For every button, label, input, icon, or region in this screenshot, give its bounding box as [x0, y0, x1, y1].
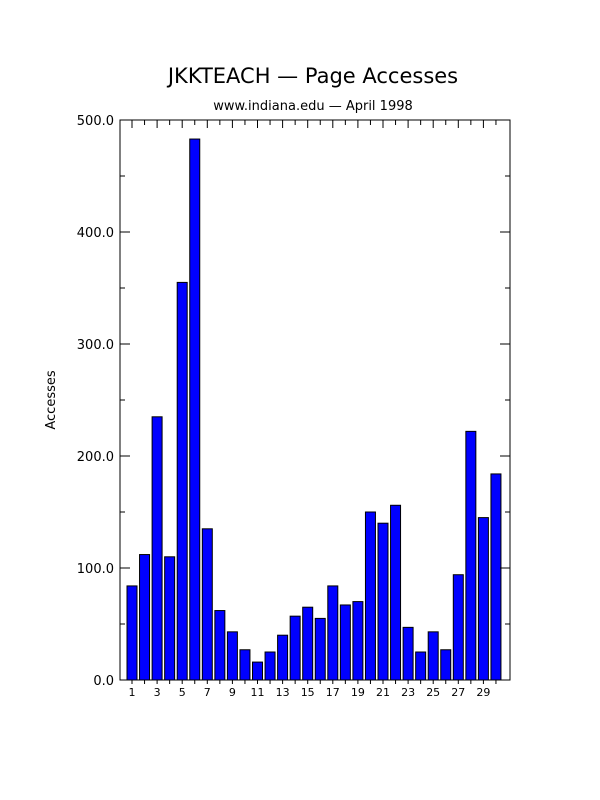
bar	[364, 511, 376, 681]
bar	[339, 604, 351, 681]
bar	[302, 606, 314, 681]
bar	[490, 473, 502, 681]
bar	[164, 556, 176, 681]
bar	[477, 517, 489, 681]
bar	[452, 574, 464, 681]
x-tick-label: 9	[229, 686, 236, 699]
chart-subtitle: www.indiana.edu — April 1998	[213, 99, 413, 114]
bar	[289, 615, 301, 681]
bar	[402, 626, 414, 681]
bar	[352, 601, 364, 681]
y-ticks-group: 0.0 100.0 200.0 300.0 400.0 500.0	[77, 114, 510, 689]
x-ticks-group: 1 3 5 7 9 11 13 15 17 19 21 23 25 27 29	[129, 120, 497, 699]
x-tick-label: 5	[179, 686, 186, 699]
x-tick-label: 15	[301, 686, 315, 699]
bar	[264, 651, 276, 681]
bar	[239, 649, 251, 681]
bar	[252, 661, 263, 681]
bar	[126, 585, 138, 681]
bar	[427, 631, 439, 681]
x-tick-label: 1	[129, 686, 136, 699]
bars-group	[126, 138, 502, 681]
y-tick-label: 400.0	[77, 226, 114, 241]
x-tick-label: 27	[451, 686, 465, 699]
x-tick-label: 13	[276, 686, 290, 699]
bar	[327, 585, 339, 681]
bar	[465, 430, 477, 681]
y-tick-label: 500.0	[77, 114, 114, 129]
bar	[176, 281, 188, 681]
bar	[377, 522, 389, 681]
bar	[189, 138, 201, 681]
y-axis-title: Accesses	[44, 370, 59, 430]
bar	[214, 610, 226, 681]
y-tick-label: 200.0	[77, 450, 114, 465]
x-tick-label: 3	[154, 686, 161, 699]
bar	[415, 651, 427, 681]
x-tick-label: 21	[376, 686, 390, 699]
x-tick-label: 7	[204, 686, 211, 699]
x-tick-label: 29	[476, 686, 490, 699]
bar	[226, 631, 238, 681]
bar	[440, 649, 452, 681]
bar	[277, 634, 289, 681]
x-tick-label: 11	[251, 686, 265, 699]
bar	[139, 554, 151, 681]
x-tick-label: 25	[426, 686, 440, 699]
y-tick-label: 300.0	[77, 338, 114, 353]
x-tick-label: 19	[351, 686, 365, 699]
bar	[151, 416, 163, 681]
x-tick-label: 23	[401, 686, 415, 699]
bar	[390, 504, 402, 681]
chart-title: JKKTEACH — Page Accesses	[166, 64, 458, 88]
bar	[201, 528, 213, 681]
y-tick-label: 100.0	[77, 562, 114, 577]
x-tick-label: 17	[326, 686, 340, 699]
bar	[314, 617, 326, 681]
y-tick-label: 0.0	[93, 674, 114, 689]
